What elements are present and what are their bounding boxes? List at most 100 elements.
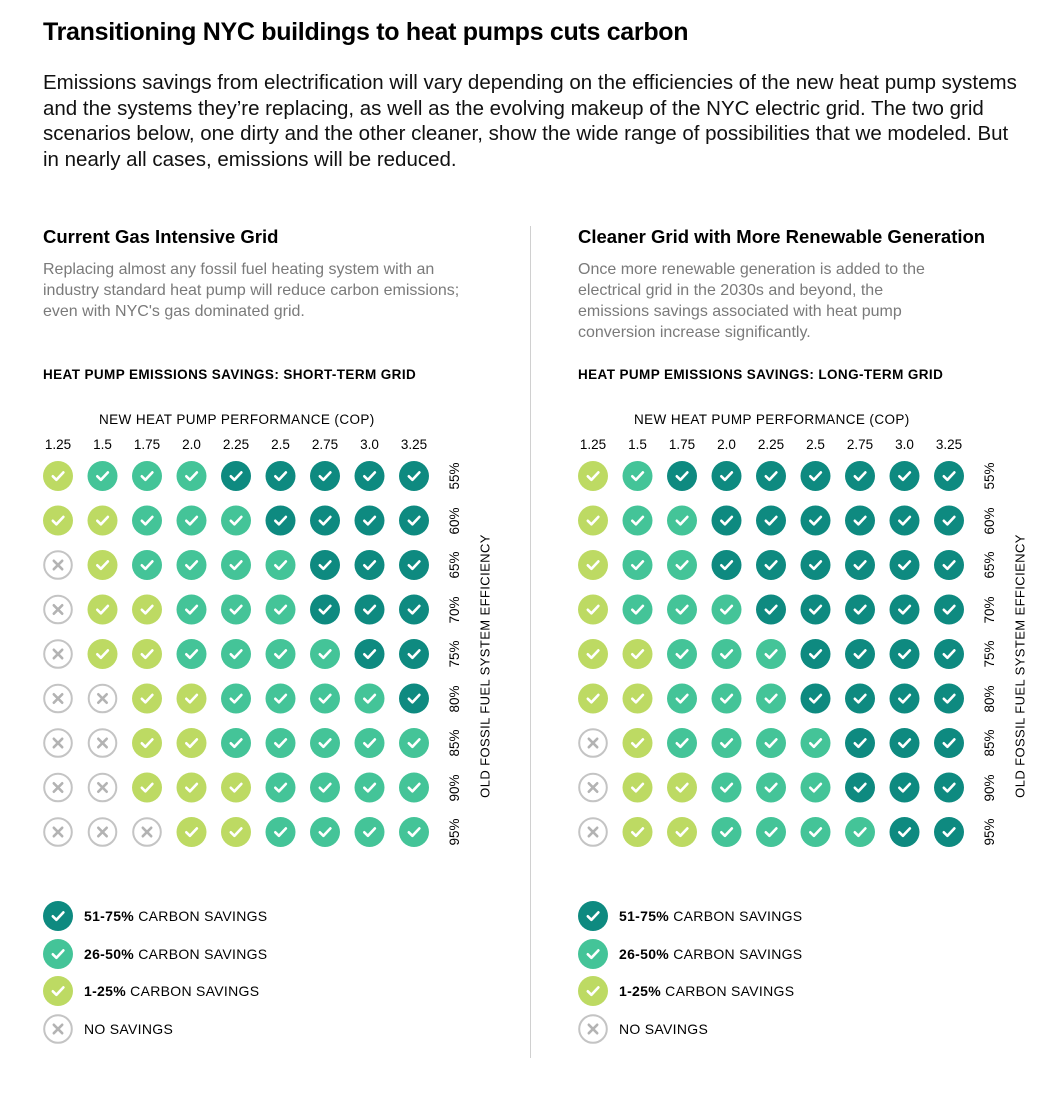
- savings-level-3-marker: [399, 683, 429, 714]
- savings-level-3-marker: [934, 594, 964, 625]
- savings-level-1-marker: [87, 594, 118, 625]
- savings-level-3-marker: [845, 683, 875, 714]
- savings-level-2-marker: [176, 639, 207, 669]
- y-tick-label: 70%: [982, 595, 997, 624]
- y-tick-label: 80%: [447, 684, 462, 713]
- no-savings-marker: [43, 728, 73, 758]
- y-tick-label: 60%: [447, 506, 462, 535]
- savings-level-3-marker: [934, 639, 964, 669]
- chart-subtitle: HEAT PUMP EMISSIONS SAVINGS: SHORT-TERM …: [43, 367, 417, 382]
- savings-level-2-marker: [578, 939, 608, 969]
- savings-level-3-marker: [889, 461, 920, 491]
- savings-level-1-marker: [87, 639, 118, 669]
- savings-level-2-marker: [622, 550, 653, 580]
- legend-label: NO SAVINGS: [84, 1021, 174, 1037]
- savings-level-3-marker: [800, 683, 831, 714]
- savings-level-2-marker: [800, 728, 831, 758]
- y-tick-label: 65%: [982, 551, 997, 579]
- savings-level-2-marker: [667, 683, 697, 714]
- x-tick-label: 2.0: [717, 437, 736, 452]
- no-savings-marker: [87, 772, 118, 803]
- savings-level-2-marker: [221, 728, 251, 758]
- savings-level-1-marker: [176, 772, 207, 803]
- savings-level-2-marker: [756, 639, 786, 669]
- savings-level-1-marker: [578, 550, 608, 580]
- legend-range: 1-25%: [619, 983, 661, 999]
- savings-level-3-marker: [889, 683, 920, 714]
- savings-level-2-marker: [667, 550, 697, 580]
- y-tick-label: 55%: [447, 462, 462, 490]
- y-tick-label: 95%: [447, 818, 462, 846]
- x-tick-label: 2.75: [311, 437, 339, 452]
- savings-level-3-marker: [354, 594, 385, 625]
- savings-level-2-marker: [221, 594, 251, 625]
- savings-level-2-marker: [132, 505, 162, 536]
- savings-level-3-marker: [354, 550, 385, 580]
- y-axis-title: OLD FOSSIL FUEL SYSTEM EFFICIENCY: [477, 534, 493, 798]
- y-axis-title: OLD FOSSIL FUEL SYSTEM EFFICIENCY: [1012, 534, 1028, 798]
- savings-level-3-marker: [43, 901, 73, 931]
- savings-level-1-marker: [132, 772, 162, 803]
- savings-level-1-marker: [622, 772, 653, 803]
- legend-item-1-25: 1-25% CARBON SAVINGS: [43, 976, 259, 1006]
- legend-item-no-savings: NO SAVINGS: [578, 1014, 708, 1044]
- savings-level-3-marker: [756, 550, 786, 580]
- savings-level-3-marker: [711, 461, 742, 491]
- savings-level-3-marker: [265, 461, 296, 491]
- savings-level-1-marker: [578, 683, 608, 714]
- savings-level-2-marker: [176, 550, 207, 580]
- savings-level-2-marker: [667, 505, 697, 536]
- no-savings-marker: [578, 772, 608, 803]
- savings-level-1-marker: [176, 817, 207, 847]
- savings-level-1-marker: [43, 461, 73, 491]
- savings-level-2-marker: [667, 639, 697, 669]
- savings-level-1-marker: [578, 639, 608, 669]
- savings-level-3-marker: [265, 505, 296, 536]
- legend-label: NO SAVINGS: [619, 1021, 709, 1037]
- legend-check-icon: [578, 939, 608, 969]
- legend-range: 26-50%: [84, 946, 135, 962]
- savings-level-2-marker: [399, 772, 429, 803]
- savings-level-1-marker: [221, 772, 251, 803]
- savings-level-2-marker: [221, 550, 251, 580]
- legend-range: 26-50%: [619, 946, 670, 962]
- savings-level-2-marker: [711, 728, 742, 758]
- savings-level-3-marker: [845, 639, 875, 669]
- savings-level-2-marker: [265, 772, 296, 803]
- savings-level-3-marker: [399, 594, 429, 625]
- savings-level-3-marker: [310, 594, 340, 625]
- legend-label: CARBON SAVINGS: [125, 983, 260, 999]
- legend-label: CARBON SAVINGS: [134, 908, 268, 924]
- savings-level-2-marker: [711, 683, 742, 714]
- savings-level-3-marker: [889, 817, 920, 847]
- legend-item-1-25: 1-25% CARBON SAVINGS: [578, 976, 794, 1006]
- savings-level-1-marker: [43, 976, 73, 1006]
- savings-level-1-marker: [176, 683, 207, 714]
- savings-level-3-marker: [800, 639, 831, 669]
- y-tick-label: 60%: [982, 506, 997, 535]
- savings-level-1-marker: [578, 505, 608, 536]
- savings-level-2-marker: [43, 939, 73, 969]
- savings-level-1-marker: [132, 683, 162, 714]
- savings-level-1-marker: [622, 683, 653, 714]
- savings-level-3-marker: [845, 461, 875, 491]
- savings-level-2-marker: [756, 817, 786, 847]
- savings-level-3-marker: [310, 550, 340, 580]
- panel-long-term-grid: Cleaner Grid with More Renewable Generat…: [578, 226, 1048, 1066]
- savings-level-1-marker: [622, 728, 653, 758]
- savings-level-3-marker: [845, 505, 875, 536]
- savings-level-2-marker: [221, 639, 251, 669]
- savings-level-2-marker: [711, 772, 742, 803]
- intro-paragraph: Emissions savings from electrification w…: [43, 71, 1017, 171]
- savings-level-2-marker: [667, 594, 697, 625]
- savings-level-2-marker: [176, 461, 207, 491]
- savings-level-2-marker: [622, 505, 653, 536]
- savings-level-2-marker: [756, 772, 786, 803]
- savings-level-3-marker: [310, 505, 340, 536]
- savings-level-3-marker: [934, 817, 964, 847]
- savings-level-3-marker: [889, 772, 920, 803]
- savings-level-3-marker: [756, 594, 786, 625]
- y-tick-label: 90%: [447, 773, 462, 802]
- no-savings-marker: [43, 639, 73, 669]
- x-axis-title: NEW HEAT PUMP PERFORMANCE (COP): [634, 412, 910, 427]
